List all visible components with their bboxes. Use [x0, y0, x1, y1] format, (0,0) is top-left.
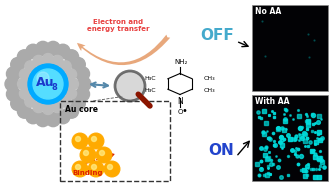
Circle shape: [25, 61, 36, 72]
Circle shape: [115, 71, 145, 101]
Text: Au: Au: [36, 77, 54, 90]
Circle shape: [76, 164, 81, 170]
Circle shape: [36, 113, 50, 127]
Text: •: •: [181, 106, 187, 116]
Text: Binding: Binding: [72, 170, 103, 176]
Text: Au core: Au core: [65, 105, 98, 114]
Circle shape: [52, 55, 63, 66]
Circle shape: [88, 133, 104, 149]
Circle shape: [33, 55, 44, 66]
Text: NH₂: NH₂: [174, 59, 188, 64]
Circle shape: [56, 44, 70, 58]
Circle shape: [71, 57, 85, 72]
Text: Electron and
energy transfer: Electron and energy transfer: [87, 19, 149, 33]
Circle shape: [19, 69, 30, 80]
Circle shape: [52, 102, 63, 113]
FancyArrowPatch shape: [77, 35, 170, 65]
Circle shape: [36, 41, 50, 55]
Circle shape: [104, 161, 120, 177]
Circle shape: [65, 50, 79, 64]
FancyBboxPatch shape: [252, 5, 328, 91]
Circle shape: [71, 96, 85, 110]
Circle shape: [46, 41, 60, 55]
Circle shape: [46, 113, 60, 127]
Circle shape: [83, 150, 88, 156]
Circle shape: [17, 50, 31, 64]
Circle shape: [91, 136, 96, 142]
Circle shape: [26, 44, 40, 58]
Circle shape: [68, 78, 79, 90]
Text: H₃C: H₃C: [145, 88, 156, 92]
Circle shape: [25, 96, 36, 107]
Circle shape: [33, 102, 44, 113]
Circle shape: [7, 87, 20, 101]
Text: OFF: OFF: [200, 28, 234, 43]
Circle shape: [80, 147, 96, 163]
Circle shape: [76, 136, 81, 142]
Text: No AA: No AA: [255, 7, 281, 16]
Circle shape: [91, 164, 96, 170]
Text: 8: 8: [51, 83, 57, 91]
Text: ON: ON: [208, 143, 234, 158]
Circle shape: [108, 164, 113, 170]
Text: O: O: [177, 108, 183, 115]
Circle shape: [7, 67, 20, 81]
Circle shape: [96, 147, 112, 163]
Circle shape: [88, 161, 104, 177]
Circle shape: [100, 150, 105, 156]
Circle shape: [17, 78, 28, 90]
Circle shape: [33, 69, 63, 99]
Text: CH₃: CH₃: [204, 75, 215, 81]
Text: H₃C: H₃C: [145, 75, 156, 81]
Circle shape: [60, 96, 71, 107]
Circle shape: [66, 69, 77, 80]
Text: N: N: [177, 97, 183, 105]
Circle shape: [77, 77, 91, 91]
Circle shape: [11, 57, 25, 72]
Circle shape: [5, 77, 19, 91]
Circle shape: [17, 104, 31, 118]
Circle shape: [26, 110, 40, 124]
FancyBboxPatch shape: [252, 95, 328, 181]
Circle shape: [72, 133, 88, 149]
Circle shape: [66, 88, 77, 99]
Circle shape: [72, 161, 88, 177]
Text: CH₃: CH₃: [204, 88, 215, 92]
Circle shape: [60, 61, 71, 72]
Text: With AA: With AA: [255, 97, 289, 106]
Circle shape: [76, 87, 89, 101]
Circle shape: [43, 53, 53, 64]
Circle shape: [11, 96, 25, 110]
Circle shape: [43, 104, 53, 115]
Circle shape: [28, 64, 68, 104]
Circle shape: [19, 88, 30, 99]
Circle shape: [56, 110, 70, 124]
Circle shape: [37, 72, 49, 84]
Circle shape: [65, 104, 79, 118]
Circle shape: [76, 67, 89, 81]
